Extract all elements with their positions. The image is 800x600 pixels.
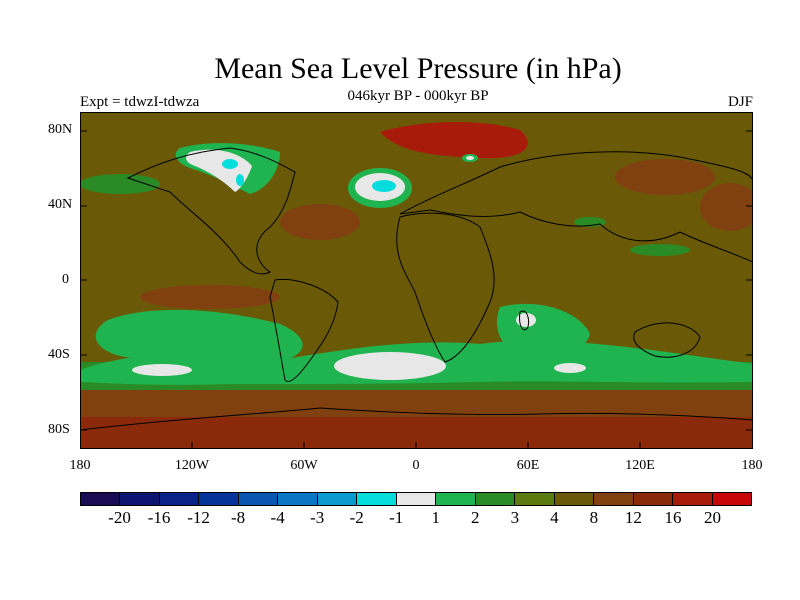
colorbar-swatch [81, 493, 121, 505]
southern-brown-band [80, 390, 753, 420]
chart-title: Mean Sea Level Pressure (in hPa) [214, 52, 622, 85]
colorbar-label: -1 [389, 508, 404, 527]
xtick-120w: 120W [174, 458, 210, 473]
season-label: DJF [727, 94, 753, 110]
colorbar-swatch [515, 493, 555, 505]
africa-coast [396, 212, 495, 363]
map-frame [80, 112, 753, 449]
colorbar-label: -20 [108, 508, 131, 527]
colorbar-swatch [317, 493, 358, 505]
laurentide-cyan-2 [236, 174, 244, 186]
xtick-0: 0 [412, 458, 420, 473]
colorbar-swatch [633, 493, 674, 505]
north-pacific-green [80, 174, 160, 194]
axis-ticks [80, 130, 753, 449]
colorbar [80, 492, 752, 506]
south-america-coast [269, 278, 339, 382]
colorbar-label: -3 [310, 508, 325, 527]
south-indian-white [554, 363, 586, 373]
north-america-coast [126, 147, 296, 275]
chart-subtitle: 046kyr BP - 000kyr BP [347, 88, 489, 104]
colorbar-label: -12 [187, 508, 210, 527]
colorbar-swatch [436, 493, 476, 505]
colorbar-label: -2 [349, 508, 364, 527]
laurentide-white [185, 149, 252, 192]
colorbar-swatch [278, 493, 318, 505]
colorbar-swatch [554, 493, 595, 505]
arctic-red-high [380, 121, 528, 159]
ytick-80n: 80N [48, 122, 73, 137]
south-pacific-green [95, 309, 303, 365]
ytick-40n: 40N [48, 197, 73, 212]
south-pacific-white [132, 364, 192, 376]
colorbar-label: 16 [664, 508, 682, 527]
north-atlantic-brown [280, 204, 360, 240]
eurasia-coast [399, 151, 753, 263]
colorbar-swatch [357, 493, 397, 505]
southeast-asia-green [630, 244, 690, 256]
madagascar-white [516, 313, 536, 327]
laurentide-cyan [222, 159, 238, 169]
colorbar-label: 3 [510, 508, 520, 527]
ytick-80s: 80S [48, 422, 70, 437]
xtick-120e: 120E [625, 458, 655, 473]
colorbar-swatch [396, 493, 437, 505]
colorbar-label: 2 [471, 508, 480, 527]
tropical-pacific-brown [140, 285, 280, 309]
colorbar-swatch [673, 493, 713, 505]
siberia-brown [615, 159, 715, 195]
siberian-white-spot [466, 156, 474, 160]
australia-coast [633, 322, 701, 358]
south-atlantic-white [334, 352, 446, 380]
pressure-map [80, 112, 753, 449]
colorbar-swatch [712, 493, 751, 505]
ytick-40s: 40S [48, 347, 70, 362]
colorbar-swatch [594, 493, 634, 505]
colorbar-label: -4 [270, 508, 285, 527]
colorbar-swatch [159, 493, 200, 505]
colorbar-label: 4 [550, 508, 559, 527]
madagascar-coast [519, 310, 529, 331]
colorbar-label: -16 [147, 508, 171, 527]
antarctica-coast [80, 407, 753, 431]
colorbar-label: 8 [589, 508, 599, 527]
east-asia-brown [700, 183, 753, 231]
coastlines [80, 147, 753, 431]
xtick-180w: 180 [69, 458, 91, 473]
colorbar-swatch [238, 493, 279, 505]
colorbar-swatch [475, 493, 516, 505]
colorbar-swatch [199, 493, 239, 505]
colorbar-label: 1 [431, 508, 441, 527]
experiment-label: Expt = tdwzI-tdwza [80, 94, 200, 110]
xtick-60e: 60E [516, 458, 540, 473]
scandinavian-cyan [372, 180, 396, 192]
xtick-60w: 60W [290, 458, 318, 473]
ytick-0: 0 [62, 272, 69, 287]
xtick-180e: 180 [741, 458, 763, 473]
map-canvas [80, 112, 753, 449]
colorbar-label: 20 [703, 508, 721, 527]
colorbar-swatch [120, 493, 160, 505]
colorbar-label: 12 [624, 508, 642, 527]
colorbar-label: -8 [231, 508, 246, 527]
